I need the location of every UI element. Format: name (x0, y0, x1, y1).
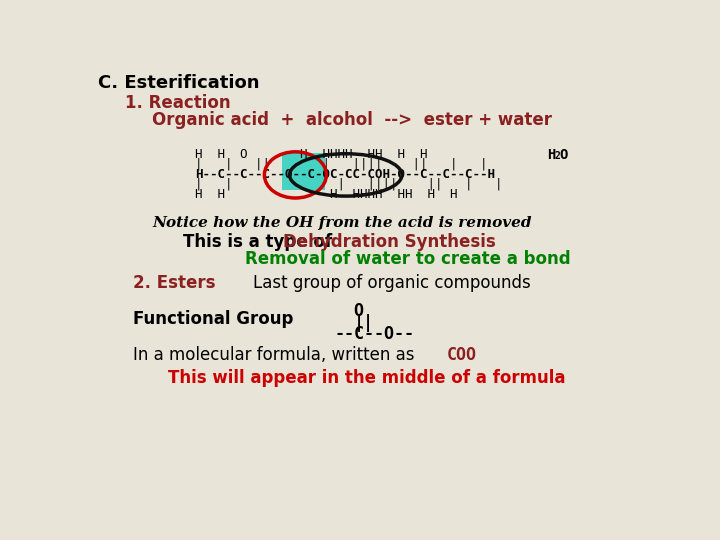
Text: Notice how the OH from the acid is removed: Notice how the OH from the acid is remov… (152, 217, 531, 231)
Text: 2: 2 (554, 151, 560, 161)
Text: |   |   ||       |   ||||    ||   |   |: | | || | |||| || | | (194, 158, 487, 171)
Text: Functional Group: Functional Group (132, 309, 293, 328)
FancyBboxPatch shape (282, 153, 325, 190)
Text: Organic acid  +  alcohol  -->  ester + water: Organic acid + alcohol --> ester + water (152, 111, 552, 129)
Text: O: O (354, 302, 364, 320)
Text: H  H  O       H  HHHH  HH  H  H: H H O H HHHH HH H H (194, 148, 427, 161)
Text: Dehydration Synthesis: Dehydration Synthesis (284, 233, 496, 251)
Text: --C--O--: --C--O-- (335, 325, 415, 343)
Text: O: O (559, 148, 568, 162)
Text: C. Esterification: C. Esterification (98, 74, 259, 92)
Text: Removal of water to create a bond: Removal of water to create a bond (245, 249, 571, 268)
Text: 2. Esters: 2. Esters (132, 274, 215, 292)
Text: COO: COO (446, 346, 477, 364)
Text: H--C--C--C--O--C-OC-CC-COH-O--C--C--C--H: H--C--C--C--O--C-OC-CC-COH-O--C--C--C--H (194, 168, 495, 181)
Text: H  H              H  HHHH  HH  H  H: H H H HHHH HH H H (194, 188, 457, 201)
Text: This will appear in the middle of a formula: This will appear in the middle of a form… (168, 369, 565, 387)
Text: In a molecular formula, written as: In a molecular formula, written as (132, 346, 414, 364)
Text: Last group of organic compounds: Last group of organic compounds (253, 274, 531, 292)
Text: ||: || (354, 314, 374, 332)
Text: This is a type of: This is a type of (183, 233, 338, 251)
Text: |   |              |   ||||    ||   |   |: | | | |||| || | | (194, 178, 502, 191)
Text: H: H (547, 148, 556, 162)
Text: 1. Reaction: 1. Reaction (125, 94, 230, 112)
